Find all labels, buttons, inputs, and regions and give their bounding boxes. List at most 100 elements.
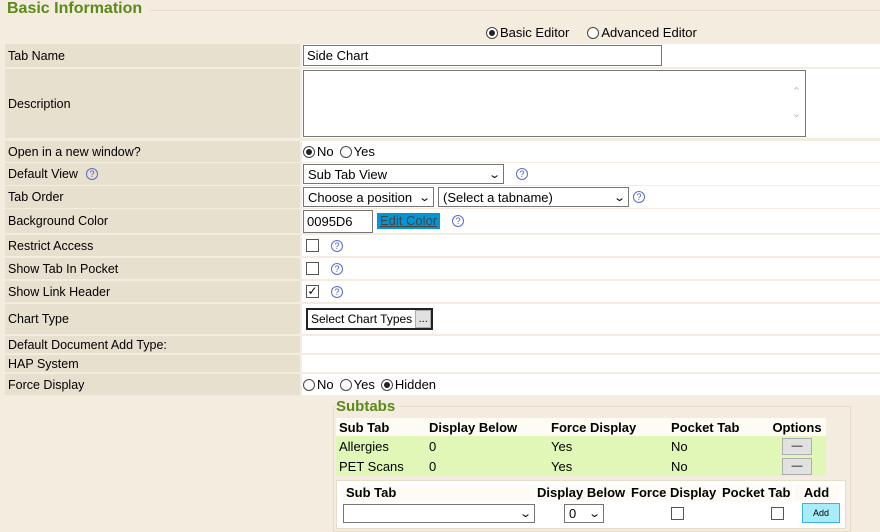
editor-mode: Basic Editor Advanced Editor xyxy=(486,25,697,40)
column-header: Add xyxy=(794,485,839,501)
default-document-add-type-label: Default Document Add Type: xyxy=(5,336,300,353)
show-tab-in-pocket-checkbox[interactable] xyxy=(306,262,319,275)
no-label: No xyxy=(317,377,334,392)
show-tab-in-pocket-label: Show Tab In Pocket xyxy=(5,258,300,279)
chevron-down-icon: ⌄ xyxy=(518,508,532,520)
row-hap-system: HAP System xyxy=(5,355,880,372)
tabname-select[interactable]: (Select a tabname) ⌄ xyxy=(438,187,629,207)
scrollbar[interactable]: ⌃ ⌄ xyxy=(791,86,802,120)
row-chart-type: Chart Type Select Chart Types... xyxy=(5,304,880,334)
table-row: PET Scans 0 Yes No — xyxy=(336,456,826,476)
background-color-input[interactable] xyxy=(303,209,373,233)
basic-editor-label: Basic Editor xyxy=(500,25,570,40)
yes-label: Yes xyxy=(353,144,375,159)
advanced-editor-radio[interactable]: Advanced Editor xyxy=(587,25,697,40)
force-display-checkbox[interactable] xyxy=(671,507,684,520)
basic-editor-radio[interactable]: Basic Editor xyxy=(486,25,569,40)
help-icon[interactable]: ? xyxy=(331,239,343,252)
add-form-header: Sub Tab Display Below Force Display Pock… xyxy=(343,485,839,501)
column-header: Sub Tab xyxy=(336,418,426,436)
default-view-value: Sub Tab View xyxy=(308,166,388,182)
open-new-window-no-radio[interactable]: No xyxy=(303,144,334,159)
column-header: Pocket Tab xyxy=(722,485,792,501)
restrict-access-label: Restrict Access xyxy=(5,235,300,256)
chevron-down-icon: ⌄ xyxy=(587,508,601,520)
tab-order-label: Tab Order xyxy=(5,186,300,208)
edit-color-link[interactable]: Edit Color xyxy=(377,213,441,229)
position-select[interactable]: Choose a position ⌄ xyxy=(303,187,434,207)
advanced-editor-label: Advanced Editor xyxy=(601,25,697,40)
chart-type-button-label: Select Chart Types xyxy=(311,312,413,326)
hap-system-label: HAP System xyxy=(5,355,300,372)
pocket-tab-cell: No xyxy=(668,456,768,476)
select-chart-types-button[interactable]: Select Chart Types... xyxy=(306,308,434,330)
help-icon[interactable]: ? xyxy=(85,168,98,180)
help-icon[interactable]: ? xyxy=(331,262,343,275)
help-icon[interactable]: ? xyxy=(452,215,465,227)
chevron-down-icon: ⌄ xyxy=(612,191,626,204)
default-view-text: Default View xyxy=(8,167,78,181)
show-link-header-label: Show Link Header xyxy=(5,281,300,302)
column-header: Force Display xyxy=(631,485,720,501)
row-background-color: Background Color Edit Color? xyxy=(5,209,880,233)
background-color-label: Background Color xyxy=(5,209,300,233)
open-new-window-yes-radio[interactable]: Yes xyxy=(339,144,375,159)
description-textarea[interactable]: ⌃ ⌄ xyxy=(303,70,806,137)
chevron-down-icon: ⌄ xyxy=(487,168,501,181)
subtabs-header: Sub Tab Display Below Force Display Pock… xyxy=(336,418,826,436)
row-restrict-access: Restrict Access ? xyxy=(5,235,880,256)
row-show-tab-in-pocket: Show Tab In Pocket ? xyxy=(5,258,880,279)
add-subtab-button[interactable]: Add xyxy=(802,503,840,523)
row-default-view: Default View? Sub Tab View ⌄? xyxy=(5,163,880,185)
display-below-select[interactable]: 0 ⌄ xyxy=(564,504,604,523)
hidden-label: Hidden xyxy=(394,377,437,392)
help-icon[interactable]: ? xyxy=(516,168,528,180)
yes-label: Yes xyxy=(353,377,375,392)
row-tab-order: Tab Order Choose a position ⌄ (Select a ta… xyxy=(5,186,880,208)
show-link-header-checkbox[interactable]: ✓ xyxy=(306,284,319,298)
ellipsis-button[interactable]: ... xyxy=(415,310,432,328)
restrict-access-checkbox[interactable] xyxy=(306,239,319,252)
row-default-document-add-type: Default Document Add Type: xyxy=(5,336,880,353)
row-tab-name: Tab Name xyxy=(5,44,880,67)
column-header: Display Below xyxy=(426,418,548,436)
help-icon[interactable]: ? xyxy=(331,285,343,298)
sub-tab-select[interactable]: ⌄ xyxy=(343,504,535,523)
row-show-link-header: Show Link Header ✓? xyxy=(5,281,880,302)
remove-subtab-button[interactable]: — xyxy=(782,437,812,455)
column-header: Display Below xyxy=(537,485,629,501)
column-header: Options xyxy=(768,418,826,436)
column-header: Force Display xyxy=(548,418,668,436)
no-label: No xyxy=(317,144,334,159)
force-display-cell: Yes xyxy=(548,456,668,476)
display-below-cell: 0 xyxy=(426,456,548,476)
force-display-no-radio[interactable]: No xyxy=(303,377,334,392)
tab-name-label: Tab Name xyxy=(5,44,300,67)
tab-name-input[interactable] xyxy=(303,45,662,66)
column-header: Sub Tab xyxy=(343,485,535,501)
sub-tab-cell: Allergies xyxy=(336,436,426,456)
tabname-value: (Select a tabname) xyxy=(443,189,553,205)
open-new-window-label: Open in a new window? xyxy=(5,141,300,162)
row-force-display: Force Display No Yes Hidden xyxy=(5,374,880,395)
sub-tab-cell: PET Scans xyxy=(336,456,426,476)
display-below-value: 0 xyxy=(569,506,577,521)
column-header: Pocket Tab xyxy=(668,418,768,436)
help-icon[interactable]: ? xyxy=(633,191,645,203)
force-display-yes-radio[interactable]: Yes xyxy=(339,377,375,392)
subtabs-table: Sub Tab Display Below Force Display Pock… xyxy=(336,418,826,476)
subtabs-title: Subtabs xyxy=(336,398,400,415)
pocket-tab-checkbox[interactable] xyxy=(771,507,785,520)
remove-subtab-button[interactable]: — xyxy=(782,457,812,475)
force-display-label: Force Display xyxy=(5,374,300,395)
row-open-new-window: Open in a new window? No Yes xyxy=(5,141,880,162)
chart-type-label: Chart Type xyxy=(5,304,300,334)
default-view-select[interactable]: Sub Tab View ⌄ xyxy=(303,164,504,184)
force-display-cell: Yes xyxy=(548,436,668,456)
pocket-tab-cell: No xyxy=(668,436,768,456)
chevron-down-icon: ⌄ xyxy=(417,191,431,204)
force-display-hidden-radio[interactable]: Hidden xyxy=(380,377,437,392)
display-below-cell: 0 xyxy=(426,436,548,456)
add-subtab-form: Sub Tab Display Below Force Display Pock… xyxy=(336,480,846,529)
table-row: Allergies 0 Yes No — xyxy=(336,436,826,456)
